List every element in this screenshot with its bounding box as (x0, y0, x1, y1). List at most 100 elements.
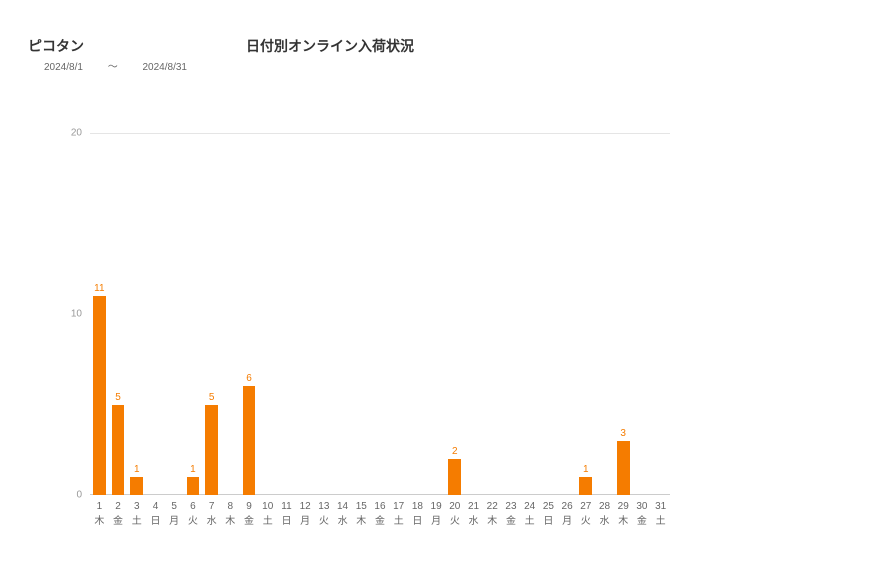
x-tick-dow: 火 (576, 515, 595, 528)
x-tick-day: 16 (374, 501, 385, 512)
x-tick: 5月 (165, 500, 184, 528)
bar-value-label: 1 (187, 464, 200, 475)
x-tick-day: 28 (599, 501, 610, 512)
x-tick-day: 19 (431, 501, 442, 512)
x-tick: 27火 (576, 500, 595, 528)
bar: 2 (448, 459, 461, 495)
bar: 3 (617, 441, 630, 495)
x-tick-dow: 土 (520, 515, 539, 528)
x-tick-dow: 月 (165, 515, 184, 528)
date-range: 2024/8/1 ～ 2024/8/31 (44, 58, 187, 73)
bar-value-label: 5 (205, 392, 218, 403)
x-tick: 29木 (614, 500, 633, 528)
x-tick-day: 4 (153, 501, 159, 512)
x-tick: 8木 (221, 500, 240, 528)
x-tick-day: 23 (505, 501, 516, 512)
x-tick-dow: 土 (127, 515, 146, 528)
bar: 6 (243, 386, 256, 495)
x-tick: 4日 (146, 500, 165, 528)
x-tick-day: 17 (393, 501, 404, 512)
x-tick: 23 金 (502, 500, 521, 528)
y-tick-label: 0 (76, 490, 82, 501)
x-tick-dow: 火 (445, 515, 464, 528)
y-tick-label: 20 (71, 128, 82, 139)
x-tick: 24 土 (520, 500, 539, 528)
x-tick-day: 13 (318, 501, 329, 512)
x-tick: 7水 (202, 500, 221, 528)
x-tick-day: 14 (337, 501, 348, 512)
bar: 1 (579, 477, 592, 495)
bar: 5 (112, 405, 125, 496)
x-tick-day: 26 (562, 501, 573, 512)
x-tick: 20 火 (445, 500, 464, 528)
x-tick-dow: 金 (240, 515, 259, 528)
x-tick-dow: 金 (502, 515, 521, 528)
x-tick: 17 土 (389, 500, 408, 528)
x-tick-day: 30 (636, 501, 647, 512)
x-tick-dow: 日 (408, 515, 427, 528)
x-tick-day: 31 (655, 501, 666, 512)
plot-area: 1151156213 01020 (90, 133, 670, 495)
x-tick-dow: 土 (258, 515, 277, 528)
x-tick-day: 3 (134, 501, 140, 512)
chart-header: ピコタン 日付別オンライン入荷状況 2024/8/1 ～ 2024/8/31 (0, 0, 877, 70)
x-tick-dow: 月 (558, 515, 577, 528)
x-tick-day: 1 (97, 501, 103, 512)
x-tick-dow: 土 (389, 515, 408, 528)
x-tick: 25日 (539, 500, 558, 528)
x-tick: 16 金 (371, 500, 390, 528)
date-from: 2024/8/1 (44, 62, 83, 73)
x-tick-dow: 月 (427, 515, 446, 528)
x-tick: 12月 (296, 500, 315, 528)
x-tick: 30金 (633, 500, 652, 528)
x-tick-day: 24 (524, 501, 535, 512)
x-tick-day: 11 (281, 501, 291, 512)
x-tick-day: 20 (449, 501, 460, 512)
x-tick-dow: 木 (352, 515, 371, 528)
bar-value-label: 5 (112, 392, 125, 403)
x-tick: 11日 (277, 500, 296, 528)
chart-title: 日付別オンライン入荷状況 (0, 36, 660, 56)
chart-container: ピコタン 日付別オンライン入荷状況 2024/8/1 ～ 2024/8/31 1… (0, 0, 877, 578)
x-tick: 2金 (109, 500, 128, 528)
x-tick-dow: 火 (315, 515, 334, 528)
x-tick-dow: 水 (464, 515, 483, 528)
x-tick-day: 18 (412, 501, 423, 512)
x-tick: 14 水 (333, 500, 352, 528)
x-tick-day: 22 (487, 501, 498, 512)
bar: 1 (187, 477, 200, 495)
x-tick-dow: 金 (371, 515, 390, 528)
x-tick-day: 12 (300, 501, 311, 512)
x-tick: 19 月 (427, 500, 446, 528)
bar-value-label: 1 (579, 464, 592, 475)
bar: 1 (130, 477, 143, 495)
bars-group: 1151156213 (90, 133, 670, 495)
x-tick: 10土 (258, 500, 277, 528)
bar-value-label: 11 (93, 283, 106, 294)
x-tick-dow: 火 (184, 515, 203, 528)
x-tick-dow: 水 (202, 515, 221, 528)
x-tick-dow: 水 (333, 515, 352, 528)
bar-value-label: 2 (448, 446, 461, 457)
x-tick-dow: 木 (90, 515, 109, 528)
date-separator: ～ (108, 58, 118, 73)
x-tick-dow: 木 (221, 515, 240, 528)
x-tick-day: 7 (209, 501, 215, 512)
x-tick-dow: 木 (483, 515, 502, 528)
x-tick: 26 月 (558, 500, 577, 528)
x-tick-dow: 木 (614, 515, 633, 528)
bar-value-label: 6 (243, 373, 256, 384)
x-tick: 22 木 (483, 500, 502, 528)
x-tick: 6火 (184, 500, 203, 528)
x-tick-dow: 日 (539, 515, 558, 528)
x-tick: 15木 (352, 500, 371, 528)
bar-value-label: 1 (130, 464, 143, 475)
x-tick: 13 火 (315, 500, 334, 528)
y-tick-label: 10 (71, 309, 82, 320)
x-tick: 31 土 (651, 500, 670, 528)
bar-value-label: 3 (617, 428, 630, 439)
x-tick-dow: 水 (595, 515, 614, 528)
x-tick-dow: 金 (109, 515, 128, 528)
x-tick-day: 5 (171, 501, 177, 512)
x-tick-dow: 土 (651, 515, 670, 528)
